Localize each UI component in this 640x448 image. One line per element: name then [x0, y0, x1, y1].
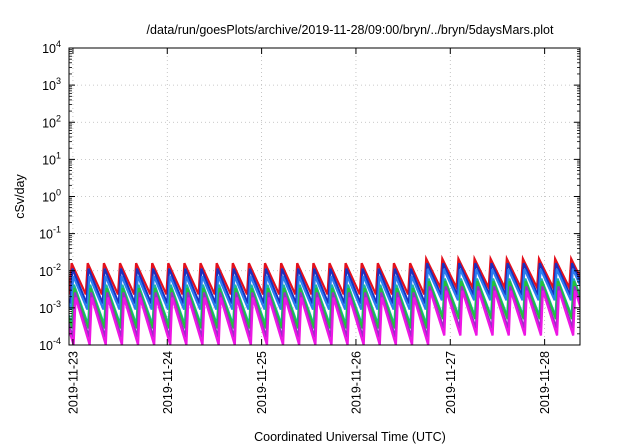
y-tick-base: 10: [42, 42, 56, 56]
y-tick-label: 100: [42, 188, 61, 205]
x-tick-label: 2019-11-27: [444, 351, 458, 414]
y-tick-base: 10: [39, 228, 53, 242]
y-tick-exponent: -1: [53, 225, 61, 235]
x-axis-label: Coordinated Universal Time (UTC): [254, 430, 446, 444]
y-tick-exponent: 2: [56, 113, 61, 123]
x-tick-label: 2019-11-25: [255, 351, 269, 414]
series-layer: [69, 254, 580, 345]
y-tick-label: 10-1: [39, 225, 61, 242]
x-tick-label: 2019-11-26: [349, 351, 363, 414]
y-tick-base: 10: [42, 153, 56, 167]
y-tick-label: 10-4: [39, 336, 61, 353]
x-tick-labels: 2019-11-23 2019-11-24 2019-11-25 2019-11-26…: [66, 351, 552, 414]
y-tick-label: 101: [42, 150, 61, 167]
y-tick-label: 104: [42, 39, 61, 56]
series-line-3: [69, 268, 580, 311]
y-tick-exponent: -2: [53, 262, 61, 272]
y-tick-exponent: 3: [56, 76, 61, 86]
series-line-7: [69, 290, 580, 345]
y-tick-base: 10: [42, 116, 56, 130]
y-tick-base: 10: [39, 302, 53, 316]
y-tick-base: 10: [42, 191, 56, 205]
y-tick-exponent: 1: [56, 150, 61, 160]
y-tick-exponent: 0: [56, 188, 61, 198]
y-tick-base: 10: [39, 265, 53, 279]
chart-title: /data/run/goesPlots/archive/2019-11-28/0…: [147, 23, 554, 37]
y-tick-exponent: -4: [53, 336, 61, 346]
y-tick-base: 10: [39, 339, 53, 353]
axis-ticks: [69, 47, 580, 346]
x-tick-label: 2019-11-24: [161, 351, 175, 414]
y-tick-exponent: -3: [53, 299, 61, 309]
y-tick-label: 102: [42, 113, 61, 130]
y-tick-label: 103: [42, 76, 61, 93]
y-tick-base: 10: [42, 79, 56, 93]
y-axis-label: cSv/day: [13, 174, 27, 219]
y-tick-label: 10-2: [39, 262, 61, 279]
y-tick-label: 10-3: [39, 299, 61, 316]
x-tick-label: 2019-11-23: [66, 351, 80, 414]
x-tick-label: 2019-11-28: [538, 351, 552, 414]
y-tick-exponent: 4: [56, 39, 61, 49]
